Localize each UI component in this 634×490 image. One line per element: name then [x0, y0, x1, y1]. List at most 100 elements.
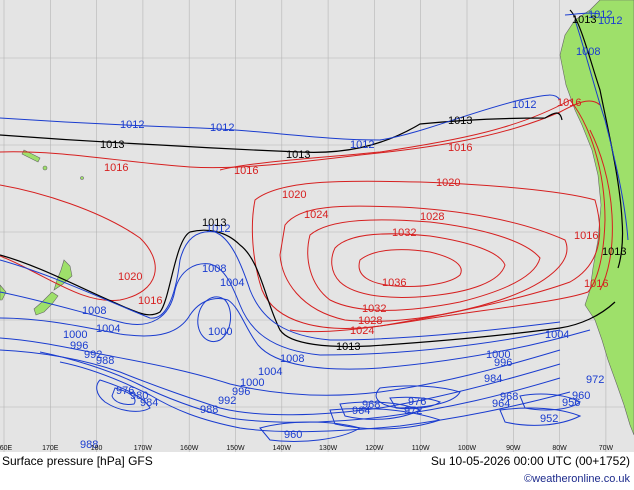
isobar-960 — [259, 421, 362, 442]
isobar-1008-coast — [574, 19, 629, 241]
label-952: 952 — [540, 413, 558, 425]
isobar-1004 — [0, 298, 591, 370]
label-1012-b: 1012 — [210, 122, 234, 134]
isobar-1000-low — [197, 296, 232, 342]
low-pressure-isobars — [0, 12, 629, 442]
label-1000-c: 1000 — [240, 377, 264, 389]
valid-time: Su 10-05-2026 00:00 UTC (00+1752) — [430, 454, 630, 468]
longitude-tick-label: 170E — [42, 445, 59, 452]
label-976-b: 976 — [408, 396, 426, 408]
label-988-b: 988 — [200, 404, 218, 416]
isobar-1012-coast — [564, 12, 601, 16]
lat-lon-grid — [0, 0, 634, 452]
isobar-984 — [96, 379, 151, 412]
isobar-1036 — [358, 249, 462, 287]
isobar-972 — [389, 396, 442, 410]
isobar-976-low — [111, 387, 136, 405]
label-1012-a: 1012 — [120, 119, 144, 131]
label-964-b: 964 — [492, 398, 510, 410]
new-caledonia-land — [21, 149, 41, 163]
isobar-1024 — [279, 205, 568, 322]
label-996-a: 996 — [70, 340, 88, 352]
label-1016-e: 1016 — [138, 295, 162, 307]
longitude-tick-label: 70W — [599, 445, 614, 452]
new-zealand-north-land — [53, 259, 73, 291]
label-1016-c: 1016 — [448, 142, 472, 154]
label-1012-d: 1012 — [512, 99, 536, 111]
new-zealand-south-land — [33, 291, 59, 316]
label-1012-g: 1012 — [598, 15, 622, 27]
longitude-tick-label: 150W — [226, 445, 245, 452]
longitude-tick-label: 130W — [319, 445, 338, 452]
label-1008-c: 1008 — [280, 353, 304, 365]
label-1000-d: 1000 — [486, 349, 510, 361]
label-1013-g: 1013 — [602, 246, 626, 258]
longitude-tick-label: 160W — [180, 445, 199, 452]
longitude-tick-labels: 160E 170E 180 170W 160W 150W 140W 130W 120W 110W 1… — [0, 445, 613, 452]
longitude-tick-label: 90W — [506, 445, 521, 452]
isobar-1016-east — [219, 99, 606, 333]
tonga-island — [80, 176, 84, 180]
fiji-island — [42, 165, 48, 171]
label-972-b: 972 — [586, 374, 604, 386]
label-984-a: 984 — [140, 397, 158, 409]
label-992-b: 992 — [218, 395, 236, 407]
label-1008-d: 1008 — [576, 46, 600, 58]
label-1016-d: 1016 — [557, 97, 581, 109]
label-1016-a: 1016 — [104, 162, 128, 174]
label-1028-b: 1028 — [358, 315, 382, 327]
isobar-988 — [59, 361, 571, 433]
label-1000-a: 1000 — [208, 326, 232, 338]
label-1028-a: 1028 — [420, 211, 444, 223]
longitude-tick-label: 120W — [365, 445, 384, 452]
isobar-1028 — [307, 219, 541, 311]
label-1012-c: 1012 — [350, 139, 374, 151]
longitude-tick-label: 160E — [0, 445, 12, 452]
longitude-tick-label: 100W — [458, 445, 477, 452]
label-988-c: 988 — [80, 439, 98, 451]
high-pressure-isobars — [0, 99, 613, 333]
longitude-tick-label: 110W — [412, 445, 430, 452]
label-956: 956 — [562, 397, 580, 409]
isobar-labels: 1012 1012 1012 1012 1012 1012 1008 1008 … — [63, 9, 626, 451]
label-968-b: 968 — [500, 391, 518, 403]
label-1020-b: 1020 — [282, 189, 306, 201]
label-1020-a: 1020 — [118, 271, 142, 283]
label-1013-a: 1013 — [100, 139, 124, 151]
longitude-tick-label: 80W — [552, 445, 567, 452]
label-960-b: 960 — [572, 390, 590, 402]
label-964-a: 964 — [352, 405, 370, 417]
longitude-tick-label: 140W — [273, 445, 292, 452]
label-1008-b: 1008 — [82, 305, 106, 317]
isobar-1012-north — [0, 94, 561, 141]
isobar-968 — [339, 401, 422, 420]
label-1032-b: 1032 — [362, 303, 386, 315]
label-1016-b: 1016 — [234, 165, 258, 177]
label-968-a: 968 — [362, 399, 380, 411]
longitude-tick-label: 180 — [91, 445, 103, 452]
label-1020-c: 1020 — [436, 177, 460, 189]
label-1013-f: 1013 — [572, 14, 596, 26]
isobar-1012-south — [0, 231, 561, 341]
longitude-tick-label: 170W — [134, 445, 153, 452]
label-980: 980 — [130, 390, 148, 402]
label-1024-a: 1024 — [304, 209, 328, 221]
label-1012-f: 1012 — [588, 9, 612, 21]
label-1000-b: 1000 — [63, 329, 87, 341]
label-1036: 1036 — [382, 277, 406, 289]
isobar-992 — [39, 351, 561, 423]
label-1016-f: 1016 — [574, 230, 598, 242]
label-1013-d: 1013 — [202, 217, 226, 229]
label-1013-b: 1013 — [286, 149, 310, 161]
label-1004-d: 1004 — [545, 329, 569, 341]
isobar-996 — [0, 349, 561, 416]
label-988-a: 988 — [96, 355, 114, 367]
isobar-1008 — [0, 263, 561, 356]
label-1032-a: 1032 — [392, 227, 416, 239]
label-1004-b: 1004 — [96, 323, 120, 335]
label-1004-a: 1004 — [220, 277, 244, 289]
site-credit: ©weatheronline.co.uk — [524, 473, 630, 485]
label-1016-g: 1016 — [584, 278, 608, 290]
label-1004-c: 1004 — [258, 366, 282, 378]
